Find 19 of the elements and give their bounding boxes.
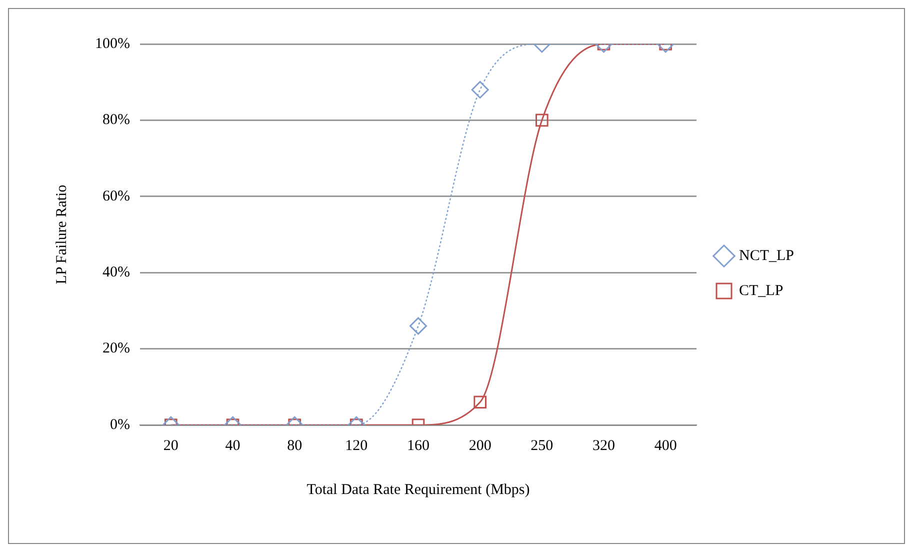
y-tick-label: 40% [102,264,130,281]
y-tick-label: 60% [102,188,130,204]
x-tick-label: 400 [654,438,677,454]
x-tick-label: 200 [468,438,492,454]
legend-label: NCT_LP [738,248,794,264]
x-axis-title: Total Data Rate Requirement (Mbps) [306,482,530,498]
x-tick-label: 120 [345,438,368,454]
x-tick-label: 320 [592,438,615,454]
y-tick-label: 20% [102,340,130,357]
y-tick-label: 100% [94,36,130,52]
x-tick-label: 80 [287,438,302,454]
y-tick-label: 0% [110,416,130,433]
legend-label: CT_LP [738,282,784,299]
x-tick-label: 250 [530,438,554,454]
x-tick-label: 40 [225,438,240,454]
x-tick-label: 20 [163,438,178,454]
y-axis-title: LP Failure Ratio [54,184,70,284]
y-tick-label: 80% [102,112,130,128]
x-tick-label: 160 [406,438,430,454]
